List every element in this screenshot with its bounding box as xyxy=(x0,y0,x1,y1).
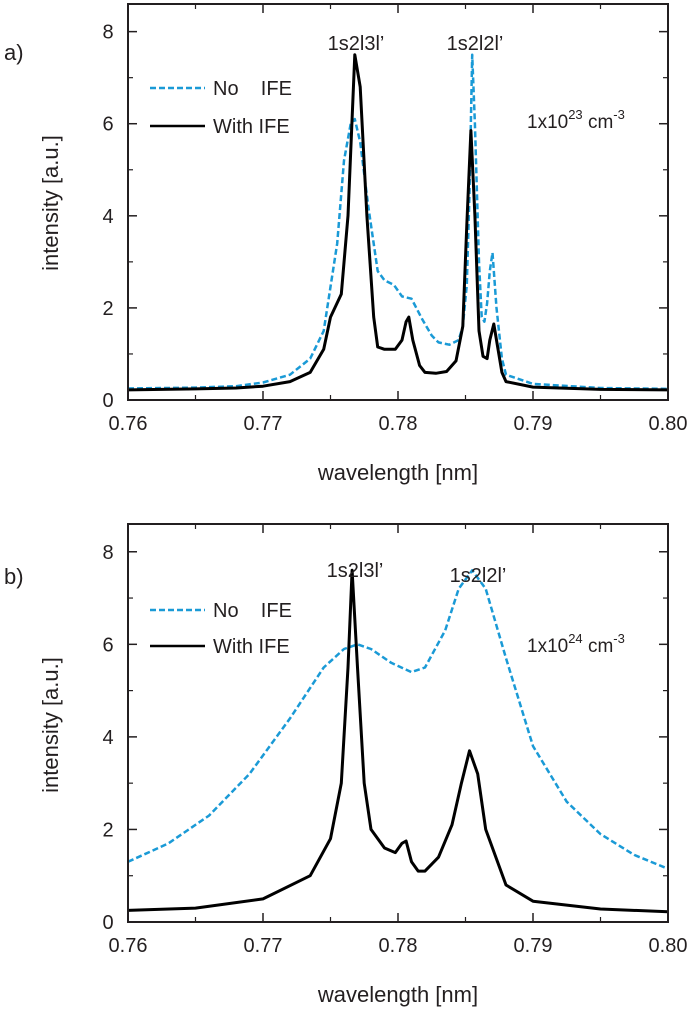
peak-annotation-1s2l2l: 1s2l2l’ xyxy=(447,33,504,55)
plot-frame xyxy=(127,3,669,401)
x-tick-label: 0.79 xyxy=(514,935,553,957)
x-tick-label: 0.76 xyxy=(109,413,148,435)
y-tick-label: 2 xyxy=(102,819,113,841)
x-tick-label: 0.77 xyxy=(244,935,283,957)
plot-area xyxy=(127,53,669,392)
x-tick-label: 0.80 xyxy=(649,413,688,435)
panel-b: b) 0.76 0.77 0.78 0.79 0.80 0 2 4 6 8 wavelength … xyxy=(4,523,687,1007)
legend: No IFE With IFE xyxy=(150,600,292,658)
y-axis-label: intensity [a.u.] xyxy=(38,135,63,271)
axis-ticks: 0.76 0.77 0.78 0.79 0.80 0 2 4 6 8 xyxy=(102,524,687,957)
panel-label: a) xyxy=(4,40,24,65)
peak-annotation-1s2l3l: 1s2l3l’ xyxy=(328,33,385,55)
legend-label-no-ife: No IFE xyxy=(213,78,292,100)
y-tick-label: 4 xyxy=(102,206,113,228)
series-line-no-ife xyxy=(127,53,669,391)
density-label: 1x1024 cm-3 xyxy=(527,631,625,657)
x-tick-label: 0.79 xyxy=(514,413,553,435)
x-tick-label: 0.78 xyxy=(379,935,418,957)
series-line-with-ife xyxy=(127,53,669,392)
y-axis-label: intensity [a.u.] xyxy=(38,657,63,793)
legend-label-no-ife: No IFE xyxy=(213,600,292,622)
peak-annotation-1s2l2l: 1s2l2l’ xyxy=(450,565,507,587)
y-tick-label: 8 xyxy=(102,542,113,564)
legend-label-with-ife: With IFE xyxy=(213,636,290,658)
y-tick-label: 6 xyxy=(102,634,113,656)
x-tick-label: 0.76 xyxy=(109,935,148,957)
y-tick-label: 4 xyxy=(102,727,113,749)
series-line-no-ife xyxy=(127,569,669,870)
y-tick-label: 0 xyxy=(102,390,113,412)
y-tick-label: 8 xyxy=(102,22,113,44)
legend-label-with-ife: With IFE xyxy=(213,116,290,138)
x-axis-label: wavelength [nm] xyxy=(317,460,478,485)
y-tick-label: 0 xyxy=(102,912,113,934)
x-tick-label: 0.77 xyxy=(244,413,283,435)
panel-a: a) 0.76 0.77 0.78 0.79 0.80 0 2 4 6 8 wavelength … xyxy=(4,3,687,485)
y-tick-label: 2 xyxy=(102,298,113,320)
y-tick-label: 6 xyxy=(102,114,113,136)
legend: No IFE With IFE xyxy=(150,78,292,138)
peak-annotation-1s2l3l: 1s2l3l’ xyxy=(327,560,384,582)
plot-area xyxy=(127,568,669,914)
axis-ticks: 0.76 0.77 0.78 0.79 0.80 0 2 4 6 8 xyxy=(102,4,687,435)
series-line-with-ife xyxy=(127,568,669,914)
density-label: 1x1023 cm-3 xyxy=(527,107,625,133)
x-axis-label: wavelength [nm] xyxy=(317,982,478,1007)
panel-label: b) xyxy=(4,564,24,589)
x-tick-label: 0.80 xyxy=(649,935,688,957)
x-tick-label: 0.78 xyxy=(379,413,418,435)
plot-frame xyxy=(127,523,669,923)
